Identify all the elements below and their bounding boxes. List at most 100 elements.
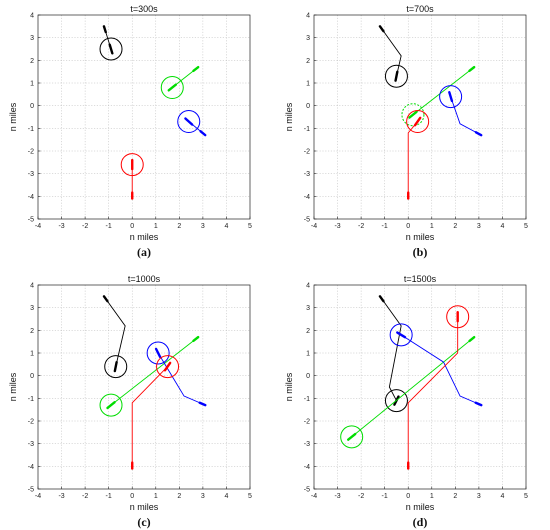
aircraft-marker bbox=[408, 110, 418, 119]
aircraft-marker bbox=[106, 401, 116, 410]
x-tick-label: 0 bbox=[130, 493, 134, 500]
protection-zone-circle bbox=[99, 37, 123, 61]
x-tick-label: -3 bbox=[334, 493, 340, 500]
aircraft-marker bbox=[154, 347, 162, 359]
y-tick-label: 0 bbox=[306, 373, 310, 380]
y-tick-label: 3 bbox=[306, 35, 310, 42]
aircraft-track-3 bbox=[439, 85, 483, 137]
trajectory-line bbox=[407, 121, 418, 199]
x-tick-label: 2 bbox=[177, 223, 181, 230]
y-tick-label: -5 bbox=[304, 487, 310, 494]
aircraft-marker bbox=[113, 360, 118, 373]
protection-zone-circle bbox=[384, 64, 408, 88]
aircraft-marker bbox=[448, 91, 454, 103]
start-marker bbox=[198, 401, 207, 407]
x-tick-label: 3 bbox=[201, 223, 205, 230]
start-marker bbox=[378, 25, 385, 33]
plot-frame bbox=[313, 14, 527, 220]
x-tick-label: 5 bbox=[524, 493, 528, 500]
trajectory-line bbox=[412, 66, 475, 116]
aircraft-track-4 bbox=[131, 355, 180, 470]
start-marker bbox=[468, 65, 476, 73]
y-tick-label: 3 bbox=[30, 35, 34, 42]
aircraft-track-2 bbox=[160, 65, 200, 100]
y-axis-label: n miles bbox=[8, 102, 18, 131]
x-tick-label: 1 bbox=[430, 493, 434, 500]
start-marker bbox=[378, 295, 385, 303]
y-tick-label: 0 bbox=[30, 103, 34, 110]
aircraft-marker bbox=[184, 117, 194, 126]
x-tick-label: -4 bbox=[311, 493, 317, 500]
protection-zone-circle bbox=[120, 153, 144, 177]
x-tick-label: -4 bbox=[35, 223, 41, 230]
start-marker bbox=[468, 335, 476, 343]
x-tick-label: -1 bbox=[106, 493, 112, 500]
y-tick-label: -4 bbox=[304, 194, 310, 201]
chart-title: t=1500s bbox=[404, 274, 437, 284]
protection-zone-circle bbox=[99, 393, 123, 417]
aircraft-track-4 bbox=[406, 110, 430, 200]
trajectory-line bbox=[110, 336, 199, 406]
start-marker bbox=[474, 401, 483, 407]
x-tick-label: 1 bbox=[154, 223, 158, 230]
start-marker bbox=[192, 65, 200, 73]
trajectory-line bbox=[407, 316, 459, 469]
protection-zone-circle bbox=[406, 110, 430, 134]
trajectory-line bbox=[351, 336, 475, 438]
y-tick-label: 4 bbox=[306, 13, 310, 20]
x-tick-label: -4 bbox=[311, 223, 317, 230]
y-tick-label: 2 bbox=[306, 58, 310, 65]
panel-caption: (a) bbox=[137, 245, 151, 259]
x-tick-label: 5 bbox=[248, 493, 252, 500]
y-axis-label: n miles bbox=[8, 372, 18, 401]
y-tick-label: -5 bbox=[28, 487, 34, 494]
x-tick-label: 3 bbox=[201, 493, 205, 500]
trajectory-line bbox=[379, 26, 402, 77]
y-tick-label: 1 bbox=[30, 351, 34, 358]
x-axis-label: n miles bbox=[130, 502, 159, 512]
y-tick-label: -1 bbox=[304, 126, 310, 133]
y-tick-label: 0 bbox=[30, 373, 34, 380]
aircraft-track-1 bbox=[99, 25, 123, 61]
x-tick-label: 0 bbox=[130, 223, 134, 230]
x-tick-label: 2 bbox=[453, 493, 457, 500]
x-tick-label: 1 bbox=[154, 493, 158, 500]
protection-zone-circle bbox=[384, 389, 408, 413]
x-tick-label: -3 bbox=[58, 493, 64, 500]
y-tick-label: 4 bbox=[306, 283, 310, 290]
plot-frame bbox=[37, 284, 251, 490]
start-marker bbox=[102, 25, 107, 34]
panel-caption: (b) bbox=[413, 245, 428, 259]
y-tick-label: -2 bbox=[304, 419, 310, 426]
x-tick-label: -2 bbox=[82, 493, 88, 500]
start-marker bbox=[192, 335, 200, 343]
y-tick-label: 4 bbox=[30, 283, 34, 290]
x-tick-label: -2 bbox=[358, 493, 364, 500]
y-tick-label: -1 bbox=[304, 396, 310, 403]
start-marker bbox=[199, 130, 207, 137]
x-tick-label: 2 bbox=[453, 223, 457, 230]
y-tick-label: -5 bbox=[28, 217, 34, 224]
y-tick-label: 1 bbox=[306, 351, 310, 358]
x-axis-label: n miles bbox=[406, 502, 435, 512]
x-tick-label: 0 bbox=[406, 493, 410, 500]
x-tick-label: 2 bbox=[177, 493, 181, 500]
aircraft-track-3 bbox=[177, 110, 207, 137]
protection-zone-circle bbox=[439, 85, 463, 109]
y-tick-label: -3 bbox=[28, 171, 34, 178]
aircraft-marker bbox=[346, 432, 357, 441]
y-tick-label: 3 bbox=[30, 305, 34, 312]
y-tick-label: -1 bbox=[28, 126, 34, 133]
y-tick-label: 2 bbox=[306, 328, 310, 335]
trajectory-line bbox=[400, 334, 482, 406]
trajectory-line bbox=[379, 296, 402, 401]
x-tick-label: -3 bbox=[58, 223, 64, 230]
y-tick-label: 2 bbox=[30, 58, 34, 65]
x-tick-label: 5 bbox=[248, 223, 252, 230]
aircraft-marker bbox=[167, 83, 177, 92]
aircraft-track-2 bbox=[401, 65, 476, 127]
y-tick-label: -5 bbox=[304, 217, 310, 224]
